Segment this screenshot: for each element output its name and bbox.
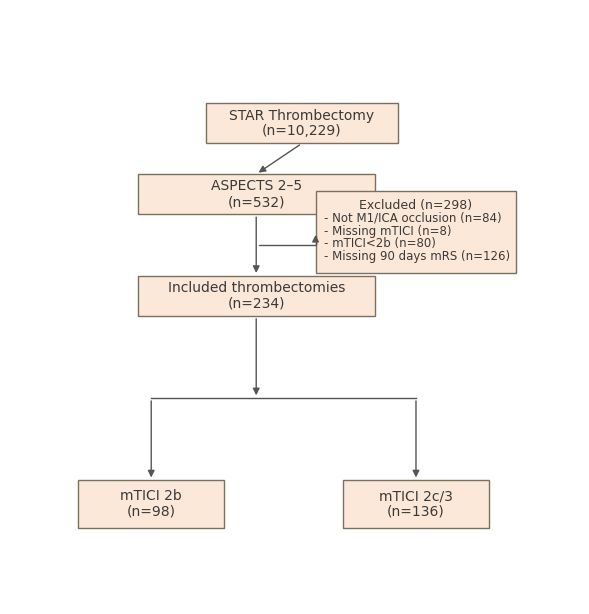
FancyBboxPatch shape [137, 276, 375, 316]
FancyBboxPatch shape [343, 480, 489, 527]
FancyBboxPatch shape [78, 480, 224, 527]
Text: Excluded (n=298): Excluded (n=298) [359, 199, 472, 212]
FancyBboxPatch shape [206, 103, 398, 144]
Text: mTICI 2b: mTICI 2b [120, 489, 182, 503]
Text: - Missing 90 days mRS (n=126): - Missing 90 days mRS (n=126) [324, 251, 510, 263]
Text: - Missing mTICI (n=8): - Missing mTICI (n=8) [324, 225, 451, 238]
Text: (n=98): (n=98) [127, 505, 176, 519]
Text: (n=136): (n=136) [387, 505, 445, 519]
Text: STAR Thrombectomy: STAR Thrombectomy [229, 109, 375, 123]
Text: Included thrombectomies: Included thrombectomies [167, 281, 345, 295]
Text: ASPECTS 2–5: ASPECTS 2–5 [211, 179, 302, 193]
Text: - Not M1/ICA occlusion (n=84): - Not M1/ICA occlusion (n=84) [324, 212, 501, 225]
Text: (n=532): (n=532) [227, 195, 285, 209]
Text: (n=234): (n=234) [227, 297, 285, 311]
Text: - mTICI<2b (n=80): - mTICI<2b (n=80) [324, 238, 436, 251]
FancyBboxPatch shape [137, 174, 375, 214]
Text: mTICI 2c/3: mTICI 2c/3 [379, 489, 453, 503]
FancyBboxPatch shape [316, 191, 517, 273]
Text: (n=10,229): (n=10,229) [262, 124, 342, 138]
